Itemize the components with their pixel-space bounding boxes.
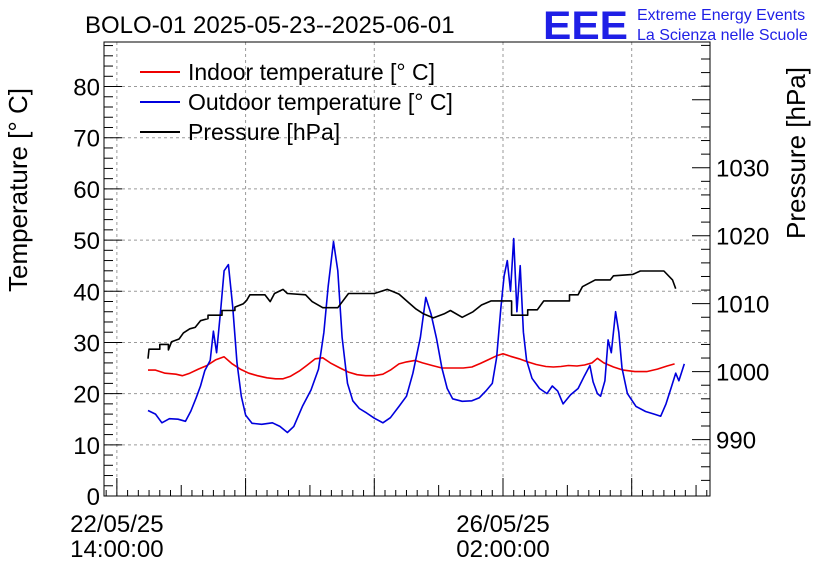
logo-line-1: Extreme Energy Events <box>637 7 805 24</box>
y-tick-label: 30 <box>73 330 100 357</box>
series-line-2 <box>147 237 686 434</box>
y2-tick-label: 1030 <box>716 156 769 183</box>
y-tick-label: 60 <box>73 177 100 204</box>
plot-frame <box>103 41 711 497</box>
series-layer <box>147 237 686 434</box>
legend-label: Pressure [hPa] <box>188 119 340 145</box>
y2-tick-label: 990 <box>716 428 756 455</box>
y-tick-label: 20 <box>73 382 100 409</box>
grid <box>104 42 710 496</box>
x-tick-label-date: 22/05/25 <box>70 511 163 538</box>
x-tick-label-date: 26/05/25 <box>456 511 549 538</box>
y-tick-label: 80 <box>73 75 100 102</box>
series-line-1 <box>148 352 675 380</box>
y-tick-label: 50 <box>73 228 100 255</box>
logo-line-2: La Scienza nelle Scuole <box>637 27 808 44</box>
y-axis-title: Temperature [° C] <box>3 88 33 292</box>
y2-tick-label: 1000 <box>716 360 769 387</box>
eee-logo: EEE Extreme Energy Events La Scienza nel… <box>543 4 808 48</box>
y2-axis-title: Pressure [hPa] <box>781 67 811 239</box>
legend-label: Outdoor temperature [° C] <box>188 89 453 115</box>
axes: 01020304050607080990100010101020103022/0… <box>70 44 769 563</box>
y-tick-label: 70 <box>73 126 100 153</box>
eee-logo-mark: EEE <box>543 4 628 48</box>
x-tick-label-time: 02:00:00 <box>456 536 549 563</box>
y2-tick-label: 1010 <box>716 292 769 319</box>
legend: Indoor temperature [° C] Outdoor temperat… <box>140 59 453 145</box>
y-tick-label: 0 <box>87 484 100 511</box>
y-tick-label: 40 <box>73 279 100 306</box>
x-tick-label-time: 14:00:00 <box>70 536 163 563</box>
legend-label: Indoor temperature [° C] <box>188 59 435 85</box>
series-line-3 <box>147 270 677 359</box>
y2-tick-label: 1020 <box>716 224 769 251</box>
y-tick-label: 10 <box>73 433 100 460</box>
chart-title: BOLO-01 2025-05-23--2025-06-01 <box>85 12 455 39</box>
